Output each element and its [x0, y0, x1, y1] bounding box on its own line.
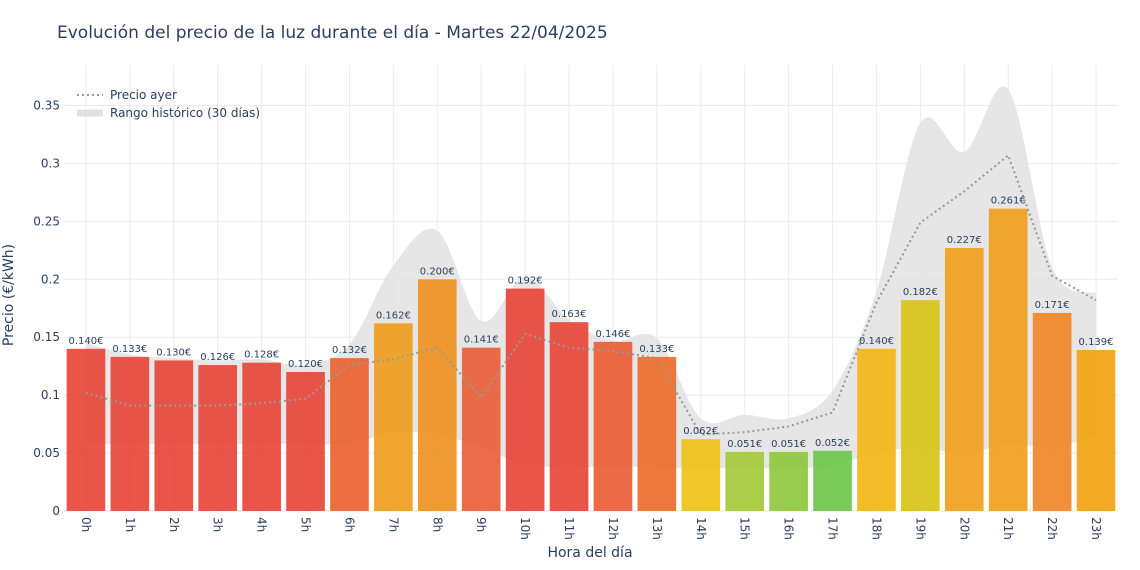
y-tick-label: 0.15	[33, 330, 60, 344]
price-bar	[1032, 312, 1072, 511]
bar-value-label: 0.227€	[947, 235, 982, 246]
bar-value-label: 0.133€	[639, 344, 674, 355]
bar-value-label: 0.261€	[991, 196, 1026, 207]
x-axis-title: Hora del día	[547, 545, 632, 561]
historical-range-area	[85, 86, 1097, 470]
price-bars	[66, 208, 1116, 512]
bar-value-labels: 0.140€ 0.133€ 0.130€ 0.126€ 0.128€ 0.120€ 0.13…	[68, 196, 1113, 450]
bar-value-label: 0.171€	[1035, 300, 1070, 311]
price-bar	[110, 356, 150, 511]
x-tick-label: 19h	[913, 517, 927, 540]
price-bar	[725, 451, 765, 511]
x-tick-label: 21h	[1001, 517, 1015, 540]
price-bar	[505, 288, 545, 511]
x-tick-label: 8h	[430, 517, 444, 532]
bar-value-label: 0.182€	[903, 287, 938, 298]
x-tick-label: 10h	[518, 517, 532, 540]
bar-value-label: 0.051€	[771, 439, 806, 450]
x-tick-label: 12h	[606, 517, 620, 540]
historical-range-band	[85, 86, 1097, 470]
price-bar	[769, 451, 808, 511]
x-tick-label: 17h	[826, 517, 840, 540]
bar-value-label: 0.133€	[112, 344, 147, 355]
bar-value-label: 0.051€	[727, 439, 762, 450]
x-tick-label: 7h	[386, 517, 400, 532]
axes: 0 0.05 0.1 0.15 0.2 0.25 0.3 0.35 0h 1h 2h 3h 4h 5h 6h…	[33, 99, 1103, 540]
price-bar	[637, 356, 677, 511]
bar-value-label: 0.052€	[815, 438, 850, 449]
y-tick-label: 0.2	[41, 272, 60, 286]
x-tick-label: 1h	[123, 517, 137, 532]
price-bar	[857, 348, 896, 511]
price-bar	[374, 323, 413, 511]
price-bar	[1076, 349, 1116, 511]
price-bar	[988, 208, 1028, 511]
x-tick-label: 2h	[167, 517, 181, 532]
y-tick-label: 0.3	[41, 156, 60, 170]
legend-label-yesterday: Precio ayer	[110, 88, 177, 102]
price-bar	[944, 248, 984, 512]
x-tick-label: 0h	[79, 517, 93, 532]
x-tick-label: 14h	[694, 517, 708, 540]
price-bar	[417, 279, 457, 511]
y-tick-label: 0.05	[33, 446, 60, 460]
bar-value-label: 0.192€	[508, 276, 543, 287]
x-tick-label: 22h	[1045, 517, 1059, 540]
y-tick-label: 0.1	[41, 388, 60, 402]
bar-value-label: 0.163€	[552, 309, 587, 320]
price-bar	[593, 341, 633, 511]
bar-value-label: 0.139€	[1079, 337, 1114, 348]
bar-value-label: 0.200€	[420, 266, 455, 277]
price-bar	[66, 348, 106, 511]
x-tick-label: 9h	[474, 517, 488, 532]
x-tick-label: 15h	[738, 517, 752, 540]
x-tick-label: 23h	[1089, 517, 1103, 540]
yesterday-price-polyline	[85, 153, 1097, 436]
bar-value-label: 0.128€	[244, 350, 279, 361]
price-bar	[681, 439, 721, 511]
price-bar	[242, 362, 281, 511]
bar-value-label: 0.141€	[464, 335, 499, 346]
price-bar	[461, 347, 501, 511]
bar-value-label: 0.146€	[595, 329, 630, 340]
x-tick-label: 18h	[869, 517, 883, 540]
yesterday-price-line	[85, 153, 1097, 436]
y-axis-title: Precio (€/kWh)	[1, 244, 17, 346]
x-tick-label: 13h	[650, 517, 664, 540]
price-bar	[330, 358, 369, 511]
bar-value-label: 0.140€	[68, 336, 103, 347]
price-bar	[286, 371, 325, 511]
x-tick-label: 6h	[342, 517, 356, 532]
price-bar	[549, 322, 589, 511]
bar-value-label: 0.140€	[859, 336, 894, 347]
bar-value-label: 0.126€	[200, 352, 235, 363]
x-tick-label: 3h	[211, 517, 225, 532]
bar-value-label: 0.130€	[156, 347, 191, 358]
x-tick-label: 4h	[255, 517, 269, 532]
bar-value-label: 0.132€	[332, 345, 367, 356]
x-tick-label: 16h	[782, 517, 796, 540]
price-bar	[198, 365, 238, 511]
x-tick-label: 11h	[562, 517, 576, 540]
bar-value-label: 0.162€	[376, 310, 411, 321]
bar-value-label: 0.120€	[288, 359, 323, 370]
legend: Precio ayer Rango histórico (30 días)	[77, 88, 260, 120]
y-tick-label: 0.35	[33, 99, 60, 113]
chart-title: Evolución del precio de la luz durante e…	[57, 23, 608, 43]
y-tick-label: 0.25	[33, 214, 60, 228]
legend-label-range: Rango histórico (30 días)	[110, 106, 260, 120]
x-tick-label: 20h	[957, 517, 971, 540]
price-bar	[901, 300, 940, 511]
y-tick-label: 0	[52, 504, 60, 518]
price-bar	[813, 450, 852, 511]
price-bar	[154, 360, 194, 511]
x-tick-label: 5h	[299, 517, 313, 532]
bar-value-label: 0.062€	[683, 426, 718, 437]
